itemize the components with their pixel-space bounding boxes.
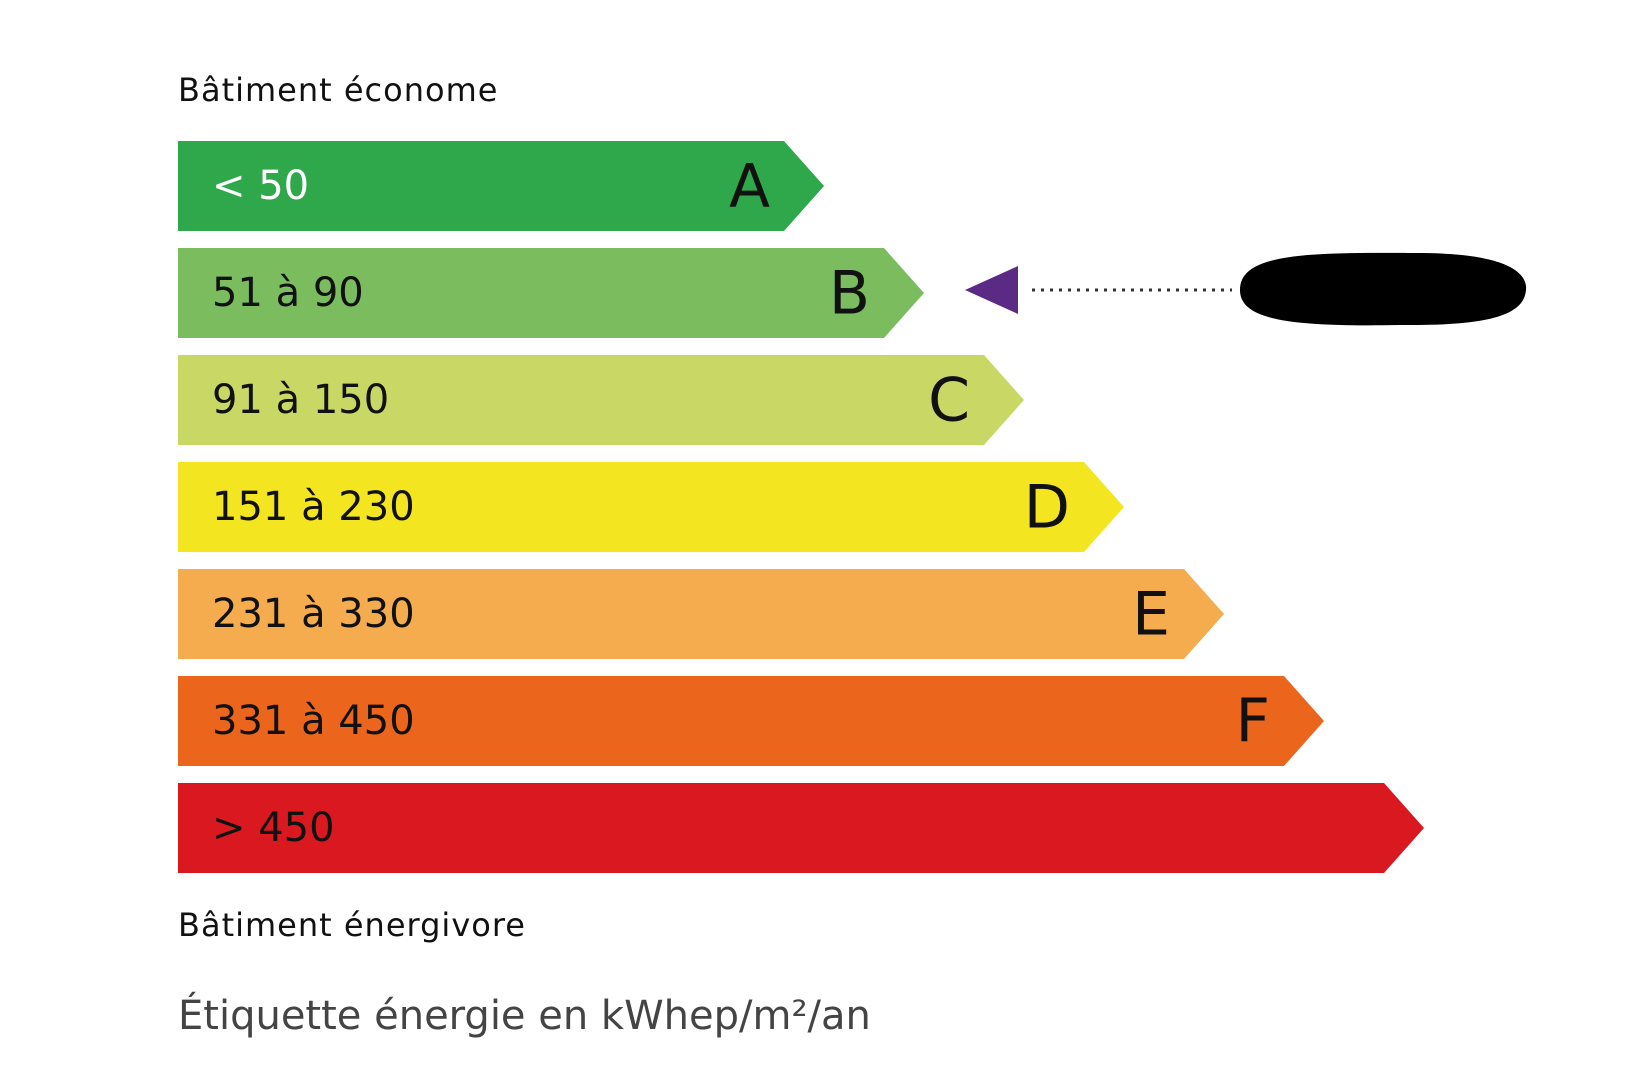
- band: 91 à 150 C: [178, 355, 1024, 445]
- band: 331 à 450 F: [178, 676, 1324, 766]
- band: 51 à 90 B: [178, 248, 924, 338]
- band-bar: [178, 676, 1324, 766]
- band: < 50 A: [178, 141, 824, 231]
- pointer-arrow: [965, 266, 1018, 314]
- bands: < 50 A 51 à 90 B 91 à 150 C 151 à 230 D 231 à 33…: [178, 141, 1424, 873]
- band-letter: A: [729, 152, 770, 222]
- band-range: 231 à 330: [212, 591, 415, 637]
- band-letter: C: [928, 366, 970, 436]
- band-letter: D: [1024, 473, 1070, 543]
- band-bar: [178, 248, 924, 338]
- band-range: < 50: [212, 163, 309, 209]
- caption: Étiquette énergie en kWhep/m²/an: [178, 991, 871, 1039]
- band: > 450: [178, 783, 1424, 873]
- band-range: 331 à 450: [212, 698, 415, 744]
- header-title: Bâtiment économe: [178, 71, 498, 109]
- band: 231 à 330 E: [178, 569, 1224, 659]
- band: 151 à 230 D: [178, 462, 1124, 552]
- band-range: 151 à 230: [212, 484, 415, 530]
- band-bar: [178, 355, 1024, 445]
- band-letter: B: [829, 259, 870, 329]
- band-range: > 450: [212, 805, 335, 851]
- band-letter: E: [1132, 580, 1170, 650]
- band-range: 91 à 150: [212, 377, 389, 423]
- band-bar: [178, 569, 1224, 659]
- band-bar: [178, 462, 1124, 552]
- redacted-label: [1240, 252, 1527, 326]
- band-range: 51 à 90: [212, 270, 364, 316]
- band-bar: [178, 783, 1424, 873]
- band-bar: [178, 141, 824, 231]
- rating-pointer: [965, 252, 1527, 326]
- footer-title: Bâtiment énergivore: [178, 906, 526, 944]
- band-letter: F: [1235, 687, 1270, 757]
